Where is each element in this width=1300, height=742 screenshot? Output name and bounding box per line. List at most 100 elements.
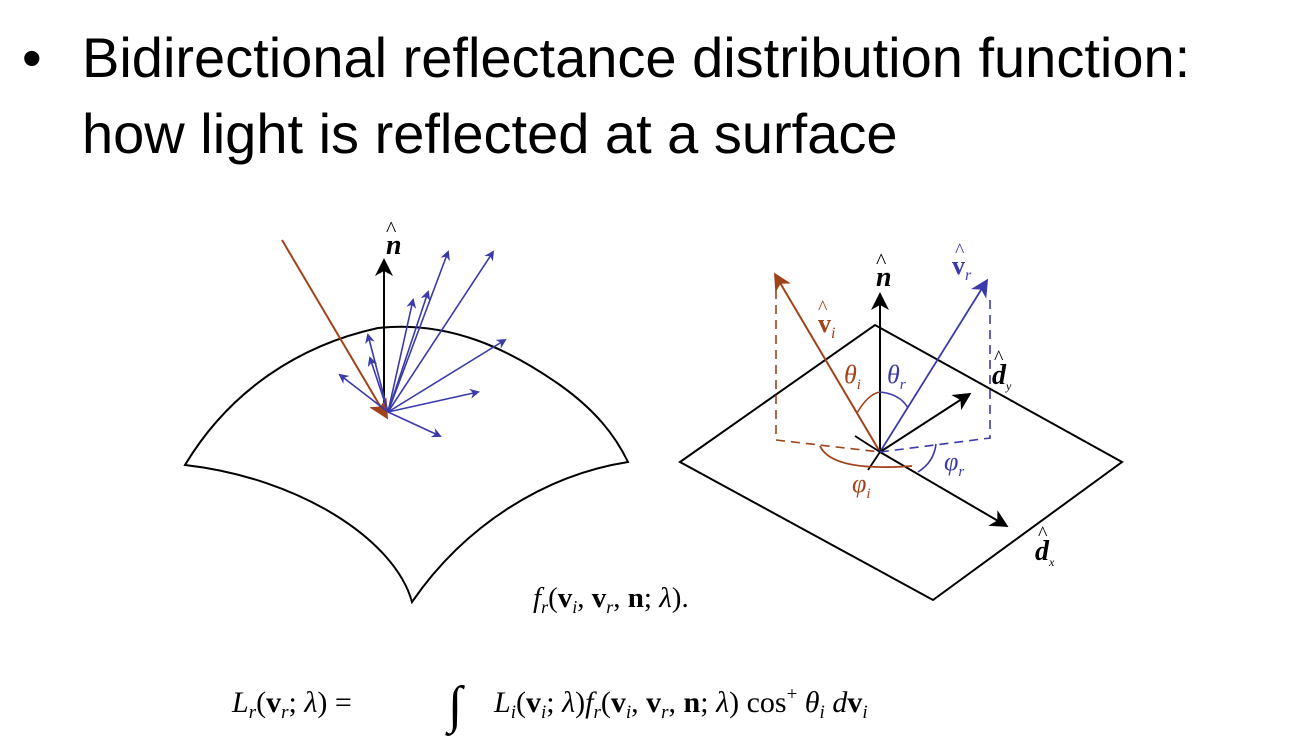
dx-subscript: x (1048, 555, 1055, 569)
re-vr-2-sub: r (661, 702, 669, 723)
re-semi-1: ; (289, 686, 305, 719)
incident-projection (775, 290, 881, 453)
re-n: n (684, 686, 701, 719)
brdf-formula: fr(vi, vr, n; λ). (533, 582, 689, 617)
integral-sign: ∫ (445, 677, 465, 736)
incident-subscript: i (831, 325, 835, 342)
normal-stub (854, 435, 881, 453)
brdf-f-sub: r (541, 597, 549, 617)
dx-label: dx (1035, 536, 1055, 569)
phi-i-arc (819, 445, 913, 469)
re-open-3: ( (601, 686, 611, 719)
brdf-open: ( (548, 582, 558, 614)
phi-r-arc (917, 443, 937, 473)
re-vi-2-sub: i (626, 702, 631, 723)
bullet-line-1: Bidirectional reflectance distribution f… (82, 26, 1191, 89)
bullet-line-2: how light is reflected at a surface (82, 102, 898, 165)
reflected-label: vr (952, 251, 972, 284)
re-vi-2: v (611, 686, 626, 719)
scattered-ray (338, 373, 389, 413)
re-comma-1: , (631, 686, 646, 719)
re-vr-2: v (646, 686, 661, 719)
scattered-ray (367, 356, 389, 413)
right-normal-hat: ^ (876, 248, 887, 273)
incident-label: vi (818, 309, 835, 342)
theta-i-symbol: θ (844, 360, 857, 389)
brdf-lambda: λ (658, 582, 672, 614)
left-diagram: ^ n (183, 216, 630, 605)
dy-arrow (879, 392, 972, 453)
theta-i-arc (856, 391, 881, 414)
incident-ray (773, 272, 881, 453)
incident-symbol: v (818, 309, 831, 338)
re-open-1: ( (256, 686, 266, 719)
left-incident-ray (281, 239, 389, 420)
re-comma-2: , (669, 686, 684, 719)
reflected-projection (879, 300, 991, 453)
dy-subscript: y (1005, 379, 1012, 393)
re-semi-3: ; (700, 686, 716, 719)
scattered-ray (387, 338, 507, 413)
curved-surface (183, 325, 630, 605)
brdf-vr: v (592, 582, 607, 614)
scattered-ray (387, 250, 450, 413)
re-theta: θ (797, 686, 820, 719)
brdf-vi: v (558, 582, 573, 614)
re-lambda-3: λ (715, 686, 729, 719)
scattered-ray (365, 333, 389, 413)
dx-hat: ^ (1038, 523, 1048, 545)
right-diagram: ^ n ^ vi ^ vr θi θr φi φr ^ dy ^ dx (678, 240, 1124, 602)
phi-i-subscript: i (866, 486, 870, 502)
scattered-rays (338, 250, 507, 438)
brdf-close: ). (672, 582, 689, 614)
re-close-eq: ) = (317, 686, 351, 719)
re-d: d (825, 686, 849, 719)
re-L: L (231, 686, 249, 719)
theta-i-subscript: i (857, 377, 861, 393)
right-normal-label: n (876, 262, 892, 293)
re-cos-plus: + (787, 684, 798, 705)
theta-r-subscript: r (900, 377, 906, 393)
re-open-2: ( (516, 686, 526, 719)
re-f-sub: r (593, 702, 601, 723)
brdf-vr-sub: r (606, 597, 614, 617)
re-theta-sub: i (820, 702, 825, 723)
scattered-ray (387, 290, 431, 413)
phi-i-label: φi (852, 469, 871, 502)
dx-symbol: d (1035, 536, 1050, 567)
re-semi-2: ; (546, 686, 562, 719)
re-Li-sub: i (511, 702, 516, 723)
scattered-ray (387, 411, 442, 438)
phi-r-subscript: r (958, 464, 964, 480)
planar-surface (678, 323, 1124, 602)
left-normal-label: n (386, 230, 402, 261)
re-L-sub: r (249, 702, 257, 723)
scattered-ray (387, 298, 417, 413)
phi-r-label: φr (944, 447, 964, 480)
incident-hat: ^ (818, 297, 828, 319)
bullet-marker: • (22, 26, 42, 89)
re-vr-1-sub: r (281, 702, 289, 723)
phi-i-symbol: φ (852, 469, 866, 498)
theta-r-arc (879, 391, 909, 409)
re-Li: L (493, 686, 511, 719)
re-close: ) (729, 686, 739, 719)
re-lambda-2: λ (561, 686, 575, 719)
reflected-hat: ^ (955, 240, 965, 262)
scattered-ray (387, 388, 480, 413)
reflected-subscript: r (965, 267, 972, 284)
brdf-comma-1: , (577, 582, 592, 614)
left-normal-hat: ^ (386, 216, 397, 241)
re-vr-1: v (266, 686, 281, 719)
dx-arrow (879, 451, 1009, 528)
reflected-symbol: v (952, 251, 965, 280)
rendering-equation-rhs: Li(vi; λ)fr(vi, vr, n; λ) cos+ θi dvi (493, 684, 868, 723)
scattered-ray (387, 250, 495, 413)
re-dv-sub: i (862, 702, 867, 723)
brdf-vi-sub: i (572, 597, 577, 617)
dy-label: dy (992, 360, 1012, 393)
brdf-n: n (628, 582, 644, 614)
brdf-semi: ; (644, 582, 659, 614)
brdf-comma-2: , (613, 582, 628, 614)
